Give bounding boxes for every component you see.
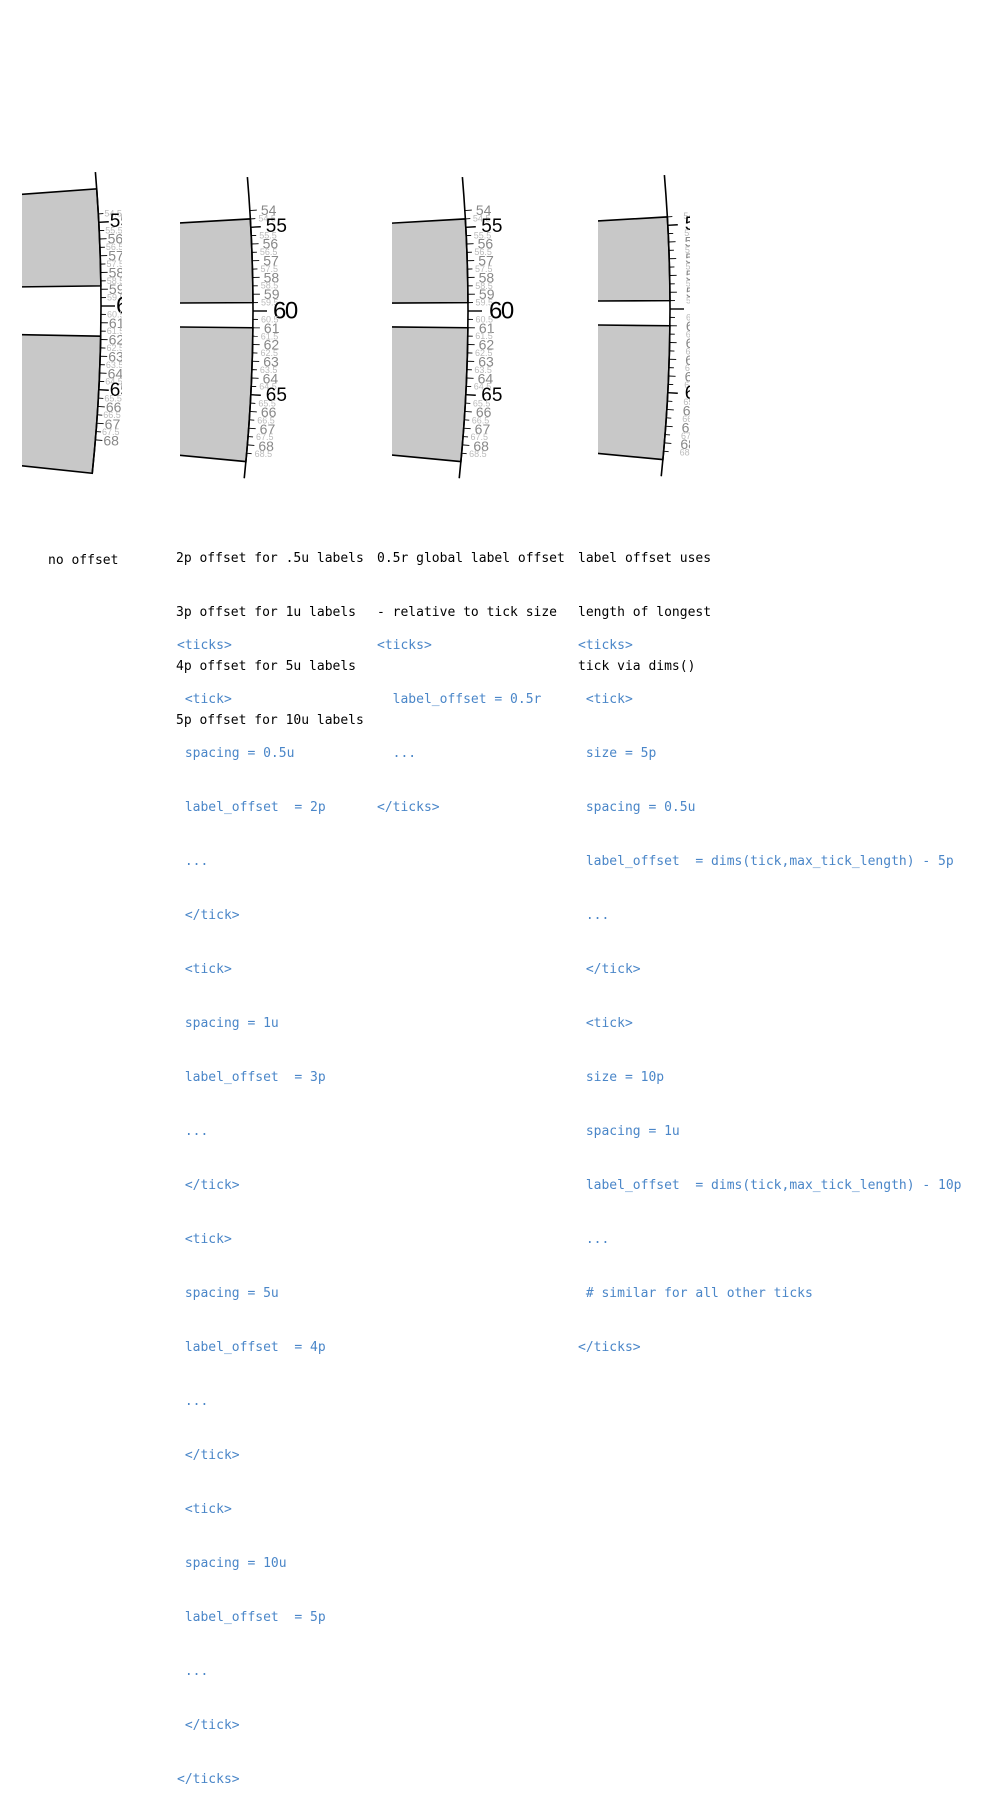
code-line: </tick> — [578, 961, 962, 979]
code-line: ... — [377, 745, 541, 763]
code-line: spacing = 10u — [177, 1555, 326, 1573]
tick-label: 68.5 — [469, 449, 487, 459]
tick-label-offset-panels: 54.55555.55656.55757.55858.55959.56060.5… — [0, 0, 1000, 505]
tick-mark — [247, 445, 254, 446]
code-line: label_offset = dims(tick,max_tick_length… — [578, 853, 962, 871]
tick-mark — [668, 393, 678, 394]
code-line: <tick> — [177, 1501, 326, 1519]
code-line: ... — [578, 907, 962, 925]
code-line: spacing = 0.5u — [177, 745, 326, 763]
code-line: spacing = 0.5u — [578, 799, 962, 817]
code-line: </ticks> — [578, 1339, 962, 1357]
caption-line: no offset — [48, 552, 118, 570]
caption-no-offset: no offset — [48, 516, 118, 588]
code-line: label_offset = 3p — [177, 1069, 326, 1087]
code-line: <ticks> — [377, 637, 541, 655]
code-line: </ticks> — [177, 1771, 326, 1789]
code-line: <tick> — [177, 691, 326, 709]
tick-mark — [668, 225, 678, 226]
code-line: label_offset = 2p — [177, 799, 326, 817]
code-line: </tick> — [177, 1717, 326, 1735]
tick-label: 68.5 — [255, 449, 273, 459]
tick-mark — [466, 395, 476, 396]
code-line: ... — [177, 1123, 326, 1141]
code-line: ... — [578, 1231, 962, 1249]
ideogram-block — [0, 332, 101, 473]
tick-mark — [99, 222, 109, 223]
tick-mark — [95, 440, 102, 441]
code-line: </tick> — [177, 1177, 326, 1195]
code-dims-offset: <ticks> <tick> size = 5p spacing = 0.5u … — [578, 601, 962, 1375]
tick-mark — [249, 428, 256, 429]
code-line: label_offset = 5p — [177, 1609, 326, 1627]
tick-mark — [466, 227, 476, 228]
code-line: spacing = 1u — [177, 1015, 326, 1033]
tick-label: 68 — [103, 433, 119, 449]
tick-label: 59.5 — [686, 296, 704, 306]
code-line: </ticks> — [377, 799, 541, 817]
code-line: <ticks> — [578, 637, 962, 655]
ideogram-block — [266, 219, 468, 304]
tick-mark — [462, 445, 469, 446]
tick-label: 60 — [690, 296, 715, 323]
caption-line: label offset uses — [578, 550, 711, 568]
code-relative-offset: <ticks> label_offset = 0.5r ... </ticks> — [377, 601, 541, 835]
code-line: spacing = 5u — [177, 1285, 326, 1303]
code-line: <tick> — [177, 1231, 326, 1249]
panel-no-offset: 54.55555.55656.55757.55858.55959.56060.5… — [0, 172, 141, 473]
code-line: # similar for all other ticks — [578, 1285, 962, 1303]
ideogram-block — [262, 326, 468, 462]
code-line: label_offset = dims(tick,max_tick_length… — [578, 1177, 962, 1195]
caption-line: 0.5r global label offset — [377, 550, 565, 568]
ideogram-block — [0, 189, 101, 289]
code-fixed-offsets: <ticks> <tick> spacing = 0.5u label_offs… — [177, 601, 326, 1807]
tick-mark — [251, 227, 261, 228]
code-line: </tick> — [177, 1447, 326, 1465]
code-line: size = 5p — [578, 745, 962, 763]
code-line: <tick> — [578, 1015, 962, 1033]
code-line: size = 10p — [578, 1069, 962, 1087]
code-line: ... — [177, 853, 326, 871]
tick-mark — [97, 423, 104, 424]
code-line: ... — [177, 1663, 326, 1681]
code-line: </tick> — [177, 907, 326, 925]
tick-mark — [251, 395, 261, 396]
tick-mark — [99, 390, 109, 391]
tick-mark — [664, 443, 671, 444]
code-line: <tick> — [578, 691, 962, 709]
code-line: <tick> — [177, 961, 326, 979]
caption-line: 2p offset for .5u labels — [176, 550, 364, 568]
code-line: label_offset = 4p — [177, 1339, 326, 1357]
tick-mark — [666, 426, 673, 427]
code-line: <ticks> — [177, 637, 326, 655]
tick-mark — [464, 428, 471, 429]
code-line: label_offset = 0.5r — [377, 691, 541, 709]
code-line: ... — [177, 1393, 326, 1411]
panel-relative-offset: 5454.55555.55656.55757.55858.55959.56060… — [262, 177, 514, 478]
code-line: spacing = 1u — [578, 1123, 962, 1141]
tick-label: 68.5 — [680, 448, 698, 458]
